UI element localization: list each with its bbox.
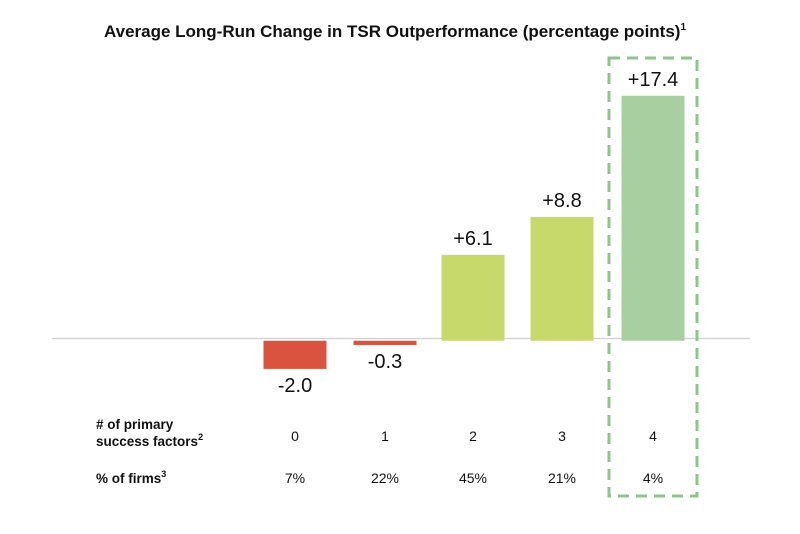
row-label-factors: # of primary (96, 417, 174, 432)
row-label-firms-footnote: 3 (161, 469, 166, 479)
bar-0 (263, 340, 327, 369)
table-cell: 45% (459, 470, 487, 486)
chart-title-footnote: 1 (680, 22, 686, 33)
table-row-factors: 0 1 2 3 4 (291, 428, 657, 444)
table-cell: 1 (381, 428, 389, 444)
value-label-4: +17.4 (628, 69, 679, 91)
table-cell: 2 (469, 428, 477, 444)
table-cell: 0 (291, 428, 299, 444)
chart-title: Average Long-Run Change in TSR Outperfor… (104, 22, 686, 41)
row-label-factors-footnote: 2 (198, 432, 203, 442)
chart-title-text: Average Long-Run Change in TSR Outperfor… (104, 22, 680, 41)
table-cell: 4 (649, 428, 657, 444)
table-cell: 4% (643, 470, 663, 486)
row-label-factors-2: success factors2 (96, 432, 203, 449)
table-cell: 22% (371, 470, 399, 486)
value-label-2: +6.1 (453, 228, 492, 250)
bar-4 (621, 95, 685, 341)
highlight-box (607, 56, 699, 498)
table-cell: 7% (285, 470, 305, 486)
value-labels-group: -2.0 -0.3 +6.1 +8.8 +17.4 (278, 69, 679, 397)
bar-2 (441, 254, 505, 341)
table-row-firms: 7% 22% 45% 21% 4% (285, 470, 663, 486)
row-label-factors-line2: success factors (96, 434, 198, 449)
bar-1 (353, 340, 417, 345)
row-label-firms: % of firms3 (96, 469, 166, 486)
row-label-firms-text: % of firms (96, 471, 161, 486)
table-cell: 3 (558, 428, 566, 444)
table-cell: 21% (548, 470, 576, 486)
value-label-1: -0.3 (368, 351, 402, 373)
row-label-factors-line1: # of primary (96, 417, 174, 432)
value-label-0: -2.0 (278, 375, 312, 397)
value-label-3: +8.8 (542, 190, 581, 212)
bars-group (263, 95, 685, 369)
bar-3 (530, 216, 594, 341)
